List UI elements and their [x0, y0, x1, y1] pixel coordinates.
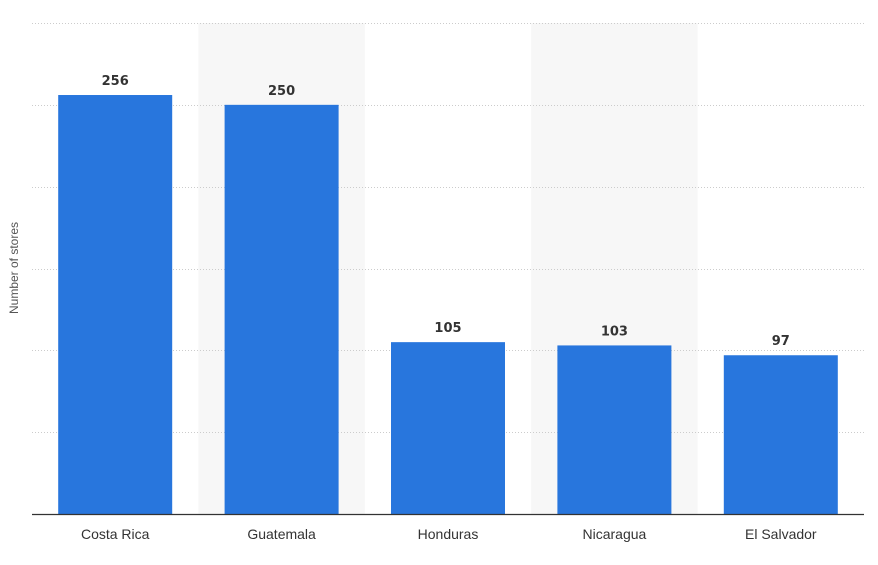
- x-tick-labels: Costa Rica Guatemala Honduras Nicaragua El S…: [81, 526, 817, 542]
- bar-el-salvador[interactable]: [723, 355, 838, 514]
- x-tick-label: Costa Rica: [81, 526, 150, 542]
- data-label: 250: [268, 84, 295, 99]
- bar-honduras[interactable]: [391, 342, 505, 514]
- bars: [58, 95, 838, 514]
- x-tick-label: Honduras: [418, 526, 479, 542]
- x-tick-label: Nicaragua: [582, 526, 646, 542]
- data-label: 103: [601, 324, 628, 339]
- bar-nicaragua[interactable]: [557, 345, 672, 514]
- data-labels: 256 250 105 103 97: [102, 74, 790, 349]
- bar-guatemala[interactable]: [224, 104, 339, 514]
- x-tick-label: Guatemala: [247, 526, 316, 542]
- data-label: 105: [434, 321, 461, 336]
- data-label: 97: [772, 334, 790, 349]
- x-tick-label: El Salvador: [745, 526, 817, 542]
- bar-costa-rica[interactable]: [58, 95, 173, 514]
- y-axis-title: Number of stores: [7, 222, 21, 314]
- data-label: 256: [102, 74, 129, 89]
